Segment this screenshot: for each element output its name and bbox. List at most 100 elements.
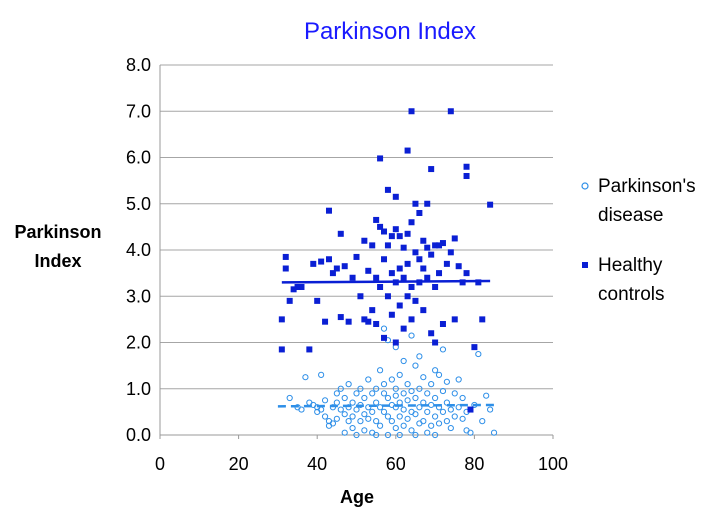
hc-point xyxy=(463,173,470,179)
hc-point xyxy=(381,256,388,263)
legend-marker-pd xyxy=(581,182,589,190)
hc-point xyxy=(420,237,427,244)
hc-point xyxy=(436,242,443,249)
pd-point xyxy=(439,387,447,395)
hc-point xyxy=(310,260,317,267)
hc-point xyxy=(377,284,384,290)
pd-point xyxy=(365,415,372,422)
x-axis-ticks: 0 20 40 60 80 100 xyxy=(155,435,568,474)
hc-point xyxy=(432,339,439,346)
pd-point xyxy=(302,374,309,381)
hc-point xyxy=(428,251,435,258)
hc-point xyxy=(400,244,407,251)
hc-point xyxy=(463,163,470,170)
hc-point xyxy=(408,316,415,323)
hc-point xyxy=(443,260,450,267)
hc-point xyxy=(357,293,364,300)
pd-point xyxy=(408,387,415,395)
hc-point xyxy=(428,330,435,337)
pd-point xyxy=(396,431,403,439)
pd-point xyxy=(376,367,384,374)
hc-point xyxy=(384,242,391,249)
pd-point xyxy=(435,420,443,427)
hc-point xyxy=(400,325,407,332)
pd-point xyxy=(349,413,356,420)
pd-point xyxy=(298,406,305,413)
pd-point xyxy=(412,431,419,439)
pd-point xyxy=(447,406,454,413)
hc-point xyxy=(404,293,411,300)
pd-point xyxy=(439,346,447,353)
gridlines xyxy=(160,64,553,390)
pd-point xyxy=(451,413,458,420)
hc-point xyxy=(451,235,458,242)
pd-point xyxy=(392,392,399,399)
hc-point xyxy=(318,258,325,265)
pd-point xyxy=(424,408,431,415)
pd-point xyxy=(475,350,482,358)
pd-point xyxy=(321,397,329,404)
hc-point xyxy=(388,270,395,277)
pd-point xyxy=(337,406,344,413)
pd-point xyxy=(369,390,376,397)
y-tick-label: 6.0 xyxy=(126,148,151,168)
pd-point xyxy=(400,390,407,397)
pd-point xyxy=(432,431,439,439)
pd-point xyxy=(333,399,340,406)
hc-point xyxy=(392,339,399,346)
pd-point xyxy=(467,429,474,436)
pd-point xyxy=(412,394,419,402)
hc-point xyxy=(384,186,391,193)
pd-point xyxy=(455,376,462,383)
hc-point xyxy=(447,249,454,256)
pd-point xyxy=(400,406,407,413)
pd-point xyxy=(428,401,435,409)
hc-point xyxy=(396,265,403,272)
hc-point xyxy=(428,166,435,173)
pd-point xyxy=(435,371,443,378)
hc-point xyxy=(341,263,348,270)
pd-point xyxy=(432,394,439,402)
pd-point xyxy=(416,385,423,392)
x-axis-label: Age xyxy=(340,487,374,507)
hc-point xyxy=(282,265,289,272)
hc-point xyxy=(373,216,380,223)
hc-point xyxy=(424,200,431,207)
pd-point xyxy=(376,404,384,411)
hc-point xyxy=(290,286,297,293)
hc-point xyxy=(278,316,285,323)
y-tick-label: 7.0 xyxy=(126,101,151,121)
hc-point xyxy=(322,318,329,325)
hc-point xyxy=(424,244,431,251)
pd-point xyxy=(490,429,498,436)
pd-point xyxy=(365,404,372,411)
y-tick-label: 0.0 xyxy=(126,425,151,445)
pd-point xyxy=(408,427,415,434)
hc-point xyxy=(306,346,313,353)
pd-point xyxy=(333,415,340,422)
hc-point xyxy=(349,274,356,281)
hc-point xyxy=(365,318,372,325)
hc-point xyxy=(294,284,301,290)
hc-point xyxy=(373,274,380,281)
pd-point xyxy=(400,422,407,429)
pd-point xyxy=(416,404,423,411)
hc-point xyxy=(455,263,462,270)
hc-point xyxy=(282,253,289,260)
hc-point xyxy=(439,321,446,327)
pd-point xyxy=(361,394,368,402)
hc-point xyxy=(286,297,293,304)
pd-point xyxy=(424,429,431,436)
hc-point xyxy=(432,284,439,290)
pd-point xyxy=(384,431,392,439)
pd-point xyxy=(380,325,388,332)
pd-point xyxy=(404,381,411,388)
pd-trendline xyxy=(277,403,495,408)
pd-point xyxy=(388,376,395,383)
pd-point xyxy=(412,411,419,418)
legend-label-hc-line2: controls xyxy=(598,284,665,305)
hc-point xyxy=(408,284,415,290)
pd-point xyxy=(341,411,348,418)
hc-point xyxy=(333,265,340,272)
